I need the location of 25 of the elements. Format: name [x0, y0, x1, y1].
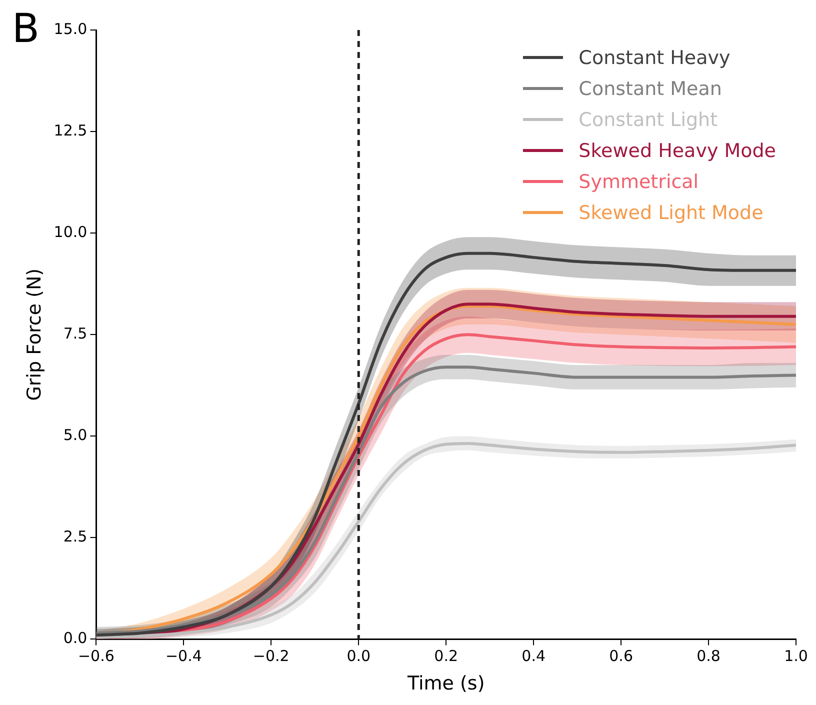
- y-tick-label: 10.0: [54, 222, 88, 241]
- x-tick-label: −0.4: [165, 647, 202, 666]
- x-axis-title: Time (s): [406, 672, 485, 695]
- y-tick-label: 7.5: [63, 324, 88, 342]
- y-tick-label: 12.5: [54, 121, 88, 140]
- y-tick-label: 0.0: [63, 629, 88, 648]
- x-tick-label: 0.4: [522, 647, 546, 666]
- x-tick-label: −0.6: [78, 647, 114, 666]
- x-tick-label: 0.8: [696, 647, 720, 666]
- legend-label: Constant Heavy: [578, 46, 730, 68]
- y-axis-title: Grip Force (N): [23, 268, 46, 401]
- x-tick-label: 0.0: [346, 647, 371, 666]
- x-tick-label: −0.2: [252, 647, 290, 666]
- x-tick-label: 0.6: [609, 647, 633, 666]
- x-tick-label: 0.2: [434, 647, 458, 666]
- y-tick-label: 2.5: [63, 528, 88, 546]
- legend-label: Skewed Heavy Mode: [578, 140, 776, 162]
- y-tick-label: 5.0: [63, 426, 88, 444]
- legend-label: Symmetrical: [578, 170, 699, 192]
- text: B: [12, 6, 40, 52]
- x-tick-label: 1.0: [784, 647, 808, 666]
- legend-label: Constant Light: [578, 108, 718, 130]
- legend-label: Skewed Light Mode: [578, 202, 764, 224]
- legend-label: Constant Mean: [578, 78, 722, 100]
- y-tick-label: 15.0: [54, 20, 88, 38]
